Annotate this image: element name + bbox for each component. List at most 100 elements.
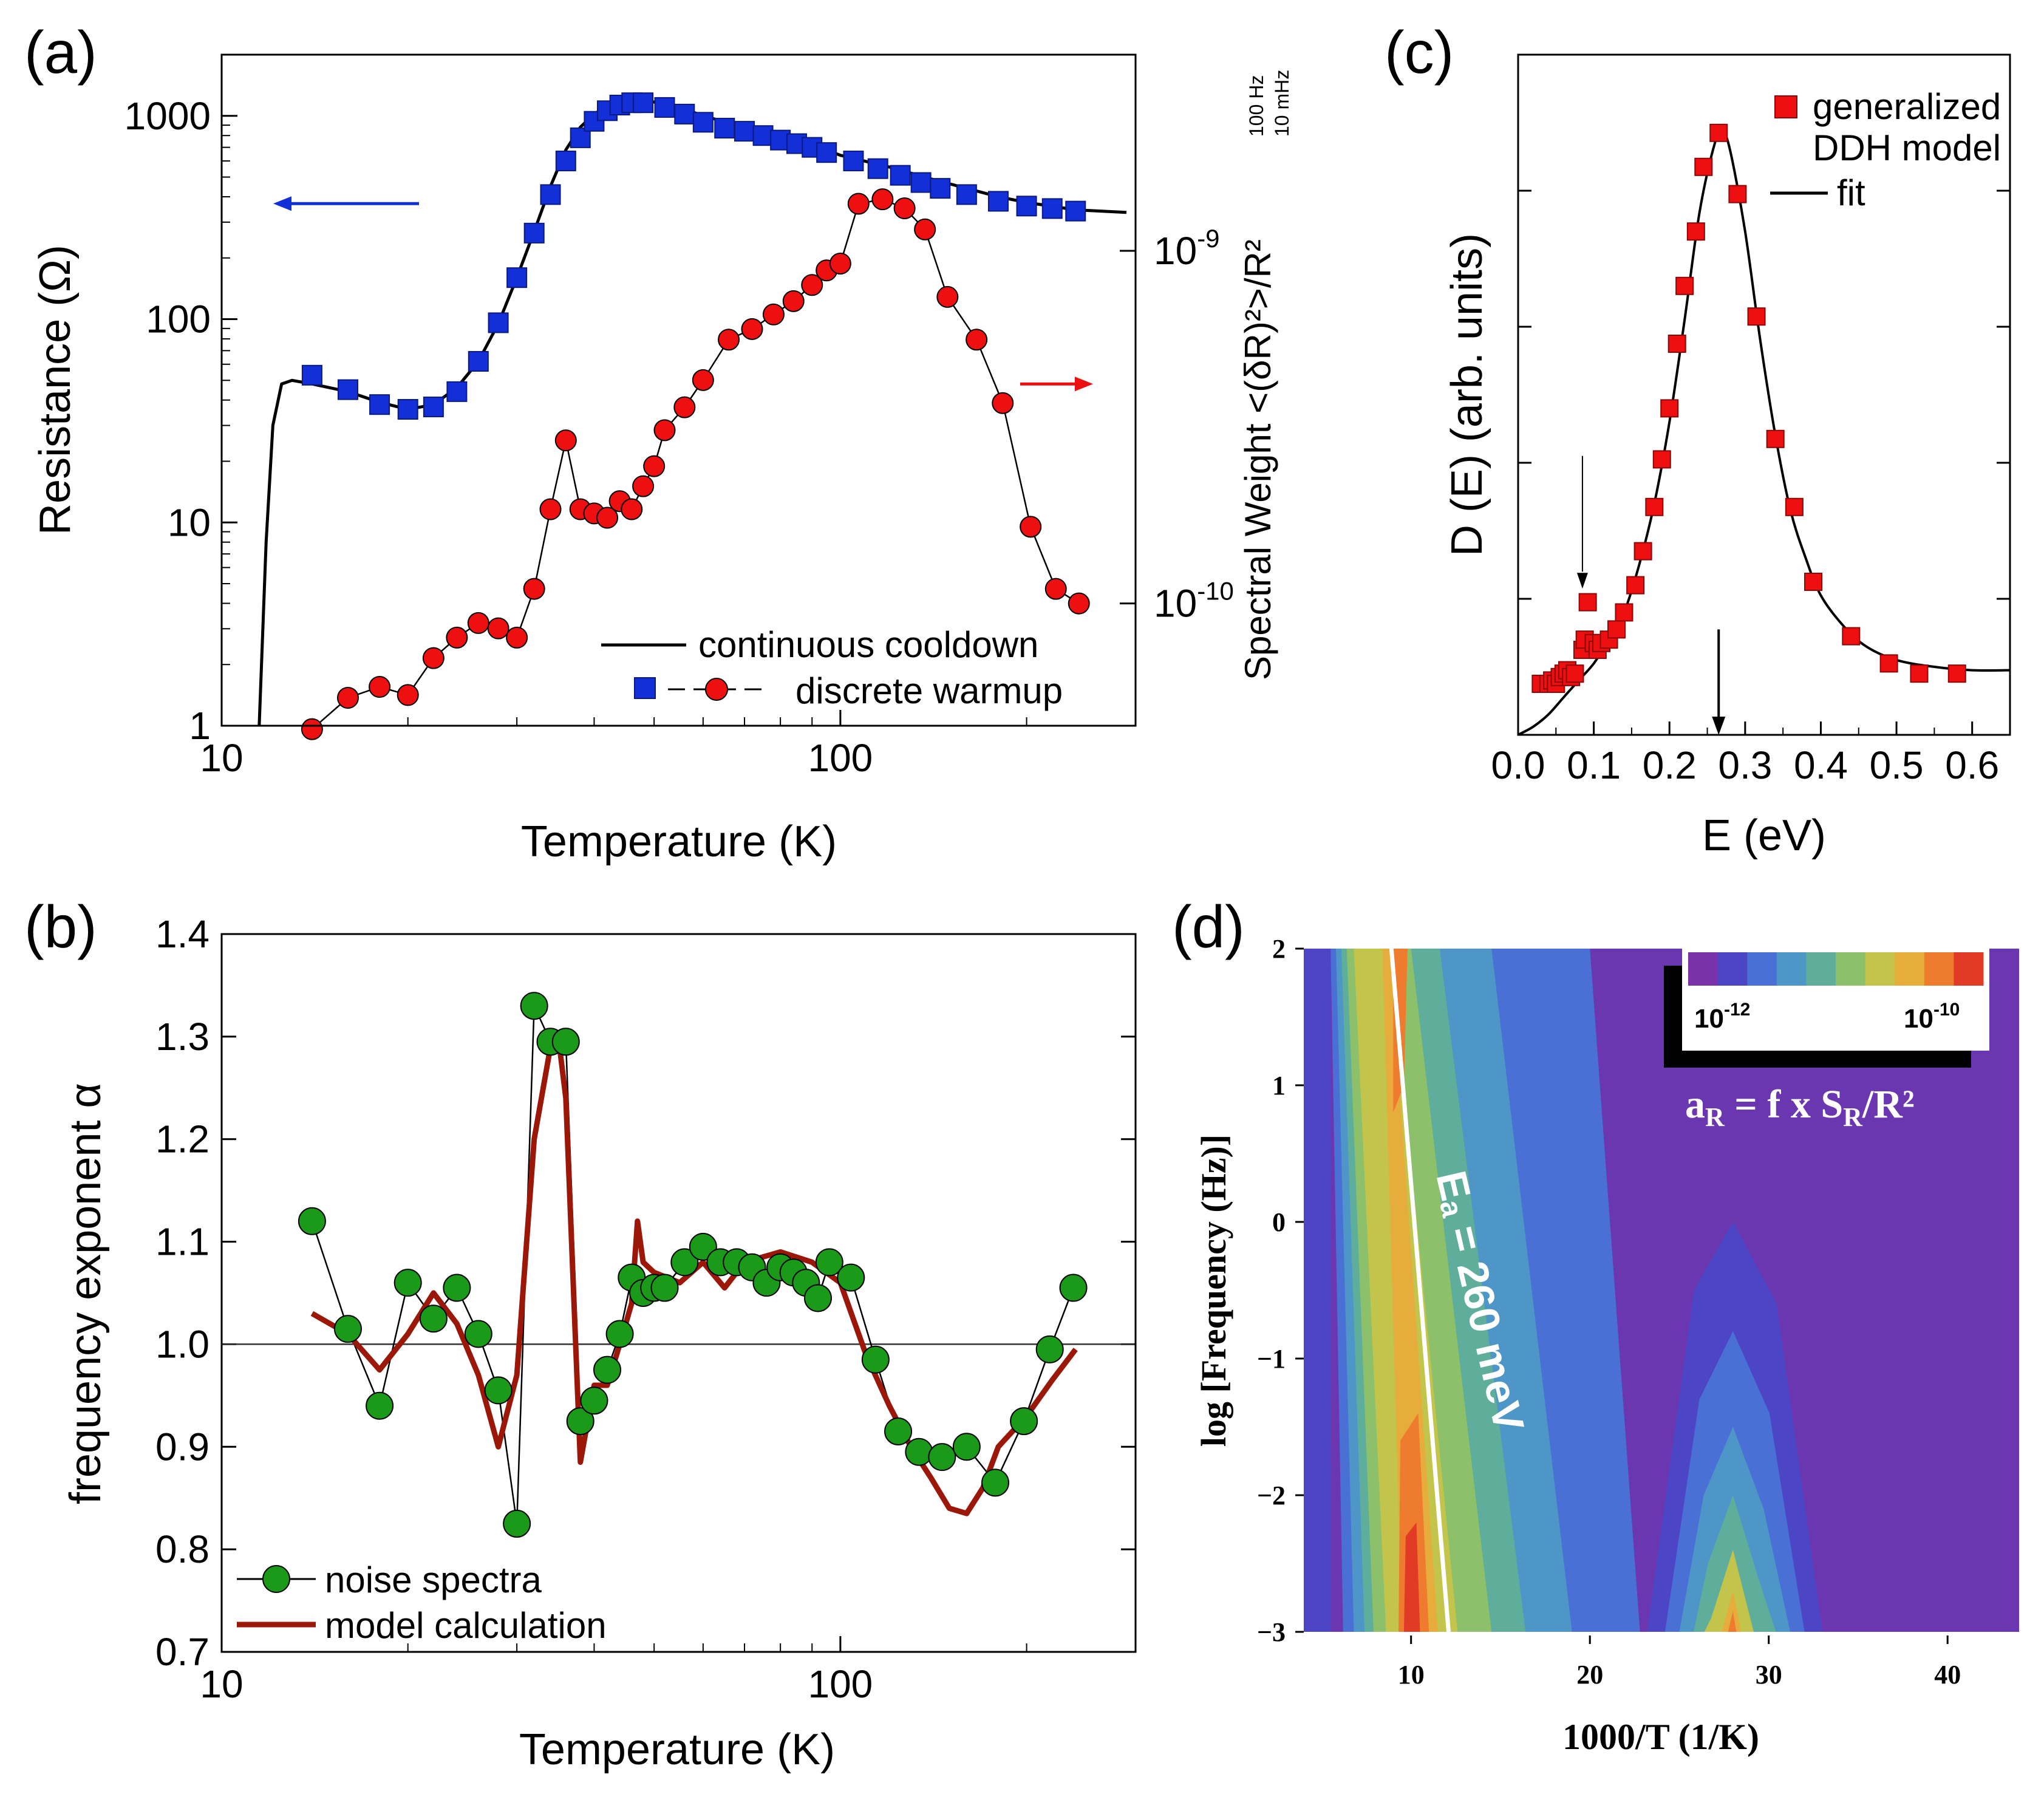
panel-a-ylabel-right: Spectral Weight <(δR)²>/R²: [1238, 239, 1278, 680]
panel-c-x-tick-label: 0.3: [1718, 743, 1772, 787]
panel-a-warmup-point: [718, 329, 740, 351]
panel-a-resistance-point: [633, 92, 654, 114]
panel-c-ddh-point: [1694, 157, 1713, 176]
panel-a-resistance-point: [956, 184, 977, 205]
colorbar-swatches: [1688, 952, 1984, 986]
panel-a-resistance-point: [752, 125, 774, 146]
y2-tick-exp: -9: [1197, 224, 1219, 253]
panel-a-resistance-point: [1041, 198, 1063, 219]
panel-a-warmup-point: [893, 197, 916, 219]
colorbar-swatch: [1954, 952, 1984, 986]
panel-a-resistance-point: [890, 165, 911, 186]
panel-b-noise-point: [981, 1468, 1010, 1497]
panel-b-frame: [220, 933, 1137, 1653]
panel-a-warmup-point: [801, 274, 823, 296]
panel-a-label: (a): [24, 19, 97, 86]
panel-b-noise-point: [1010, 1407, 1038, 1436]
panel-c-legend-square: [1774, 95, 1797, 118]
panel-c-ddh-point: [1607, 620, 1626, 639]
panel-b-noise-point: [1059, 1274, 1088, 1302]
panel-a-warmup-point: [1044, 578, 1067, 600]
panel-a-resistance-point: [540, 184, 561, 205]
panel-a-y-tick-label: 1: [189, 704, 211, 748]
panel-b-legend-label-1: model calculation: [325, 1605, 607, 1646]
panel-c-xlabel: E (eV): [1702, 811, 1826, 860]
panel-b-noise-point: [366, 1391, 394, 1420]
panel-b-noise-point: [298, 1207, 326, 1235]
panel-c-legend-label-0b: DDH model: [1813, 128, 2001, 168]
panel-c-frame: [1517, 53, 2011, 736]
panel-a-warmup-point: [782, 290, 805, 312]
panel-a-warmup-point: [741, 318, 763, 340]
panel-a-ylabel: Resistance (Ω): [31, 245, 80, 535]
panel-b-y-tick-label: 0.8: [155, 1527, 210, 1571]
panel-b-noise-point: [551, 1028, 580, 1056]
panel-a-resistance-point: [369, 394, 390, 415]
panel-a-warmup-point: [397, 684, 419, 706]
panel-a-legend-label-1: discrete warmup: [795, 670, 1063, 711]
panel-a-resistance-point: [397, 399, 418, 420]
panel-b-y-tick-label: 1.3: [155, 1015, 210, 1059]
heatmap-peak-orange: [1722, 1611, 1748, 1632]
panel-a-warmup-point: [1068, 592, 1090, 615]
panel-b-noise-point: [952, 1433, 981, 1461]
colorbar-swatch: [1776, 952, 1807, 986]
panel-a-warmup-point: [632, 475, 655, 497]
panel-b-noise-point: [419, 1305, 448, 1333]
heatmap-band-yellow: [1382, 949, 1438, 1632]
panel-a-warmup-point: [762, 303, 785, 326]
heatmap-band-red: [1403, 1523, 1420, 1632]
panel-a-y2-tick-label: 10-9: [1154, 224, 1220, 273]
panel-d-axes: 10 20 30 40 −3 −2 −1 0 1 2: [1257, 934, 2019, 1690]
panel-d-colorbar: 10-12 10-10: [1664, 949, 1989, 1068]
panel-c-ddh-point: [1633, 542, 1652, 561]
panel-a-warmup-point: [936, 285, 959, 308]
panel-a-resistance-point: [734, 121, 755, 142]
panel-c-x-tick-label: 0.4: [1794, 743, 1848, 787]
panel-b-noise-point: [484, 1376, 513, 1405]
panel-c-ddh-point: [1804, 573, 1822, 591]
panel-a-resistance-point: [674, 103, 695, 124]
panel-c-arrow-thick-head: [1712, 717, 1726, 735]
panel-c-ddh-point: [1565, 664, 1584, 683]
colorbar-max-label: 10-10: [1904, 1000, 1960, 1034]
panel-a-resistance-point: [816, 142, 837, 163]
colorbar-swatch: [1836, 952, 1866, 986]
colorbar-swatch: [1924, 952, 1954, 986]
heatmap-peak-olive: [1704, 1550, 1765, 1632]
panel-a-x-tick-label: 10: [200, 736, 243, 780]
panel-a-arrow-right-head: [1075, 377, 1093, 392]
panel-c-ddh-point: [1652, 450, 1671, 469]
panel-b-noise-point: [503, 1509, 531, 1538]
panel-d-y-tick-label: 2: [1272, 934, 1286, 964]
panel-a-warmup-point: [554, 429, 577, 452]
panel-a-warmup-point: [692, 369, 714, 391]
formula-eq: = f x S: [1725, 1082, 1843, 1127]
panel-c-ddh-point: [1645, 497, 1664, 516]
panel-b-xlabel: Temperature (K): [519, 1725, 835, 1774]
panel-c-ddh-point: [1842, 627, 1861, 646]
panel-c-plot-area: 0.0 0.1 0.2 0.3 0.4 0.5 0.6: [1491, 123, 2011, 787]
panel-d-xlabel: 1000/T (1/K): [1562, 1717, 1759, 1757]
panel-b-noise-point: [566, 1407, 594, 1436]
panel-c-x-tick-label: 0.1: [1567, 743, 1621, 787]
panel-a-resistance-point: [843, 151, 864, 172]
panel-a-ylabel-right-limits: 100 Hz 10 mHz: [1245, 70, 1293, 137]
panel-b-noise-point: [837, 1263, 865, 1292]
panel-b-noise-point: [464, 1320, 492, 1348]
panel-c-ylabel: D (E) (arb. units): [1443, 233, 1491, 556]
panel-a-resistance-point: [987, 191, 1009, 212]
formula-a-sub: R: [1705, 1102, 1725, 1132]
panel-c-x-tick-label: 0.5: [1870, 743, 1924, 787]
panel-a-warmup-point: [369, 676, 391, 698]
y2-tick-base: 10: [1154, 582, 1197, 626]
panel-a-warmup-point: [829, 253, 851, 275]
panel-b-noise-point: [670, 1248, 699, 1277]
panel-a-resistance-point: [1065, 200, 1086, 222]
panel-a-legend: continuous cooldown discrete warmup: [601, 624, 1063, 711]
panel-a-y-tick-label: 10: [168, 500, 211, 544]
panel-b-y-tick-label: 0.9: [155, 1425, 210, 1468]
panel-b-label: (b): [24, 893, 97, 960]
